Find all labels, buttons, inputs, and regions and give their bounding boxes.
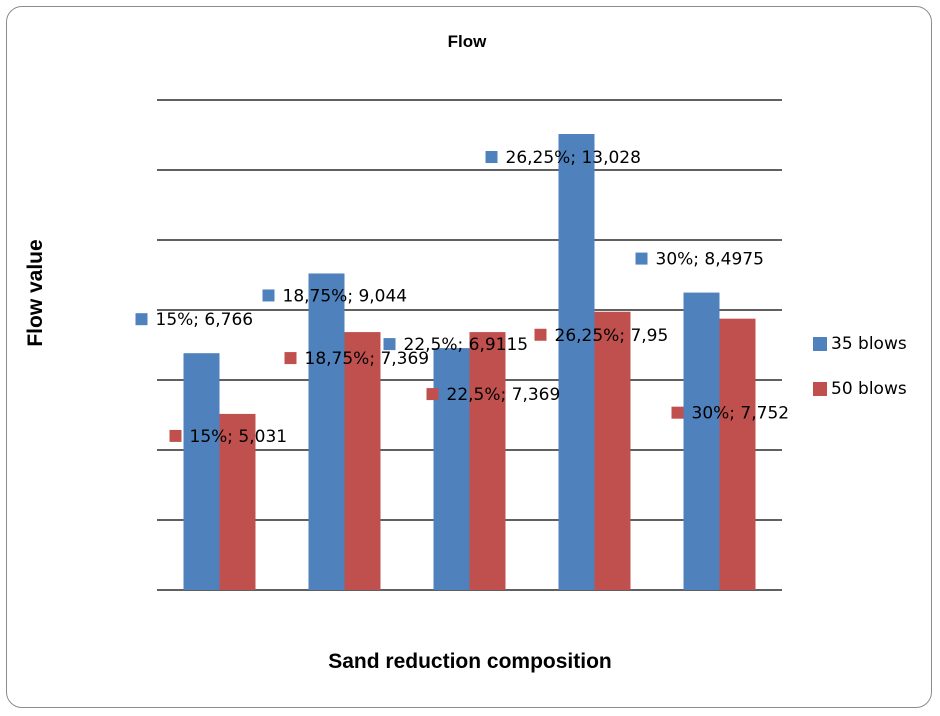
- data-labels: 15%; 6,766 18,75%; 9,044 22,5%; 6,9115 26,2…: [135, 148, 790, 447]
- y-axis-title: Flow value: [24, 239, 47, 346]
- bars: [183, 134, 756, 590]
- bar-red-2: [469, 332, 506, 590]
- data-label: 26,25%; 7,95: [555, 326, 669, 346]
- data-label-marker: [534, 328, 547, 341]
- legend-swatch: [813, 382, 827, 396]
- data-label-marker: [485, 151, 498, 164]
- bar-blue-3: [558, 134, 595, 590]
- bar-red-0: [219, 413, 256, 590]
- data-label: 30%; 8,4975: [656, 250, 764, 270]
- bar-blue-0: [183, 353, 220, 590]
- data-label-marker: [169, 429, 182, 442]
- data-label: 30%; 7,752: [692, 404, 790, 424]
- bar-blue-1: [308, 273, 345, 590]
- data-label-marker: [135, 313, 148, 326]
- chart-title: Flow: [448, 32, 487, 51]
- bar-blue-2: [433, 348, 470, 590]
- data-label: 22,5%; 7,369: [447, 385, 561, 405]
- data-label: 18,75%; 9,044: [283, 286, 408, 306]
- data-label-marker: [671, 406, 684, 419]
- data-label-marker: [262, 289, 275, 302]
- data-label-marker: [635, 252, 648, 265]
- legend: 35 blows 50 blows: [813, 334, 907, 399]
- data-label: 22,5%; 6,9115: [404, 335, 529, 355]
- bar-red-1: [344, 332, 381, 590]
- legend-entry: 50 blows: [831, 379, 907, 399]
- legend-entry: 35 blows: [831, 334, 907, 354]
- gridlines: [157, 99, 782, 591]
- bar-red-4: [719, 318, 756, 590]
- legend-swatch: [813, 337, 827, 351]
- data-label: 15%; 6,766: [156, 310, 254, 330]
- bar-red-3: [594, 311, 631, 590]
- data-label: 26,25%; 13,028: [506, 148, 641, 168]
- x-axis-title: Sand reduction composition: [328, 650, 612, 673]
- data-label: 15%; 5,031: [190, 427, 288, 447]
- data-label-marker: [383, 338, 396, 351]
- data-label-marker: [284, 352, 297, 365]
- bar-blue-4: [683, 292, 720, 590]
- data-label-marker: [426, 388, 439, 401]
- data-label: 18,75%; 7,369: [305, 349, 430, 369]
